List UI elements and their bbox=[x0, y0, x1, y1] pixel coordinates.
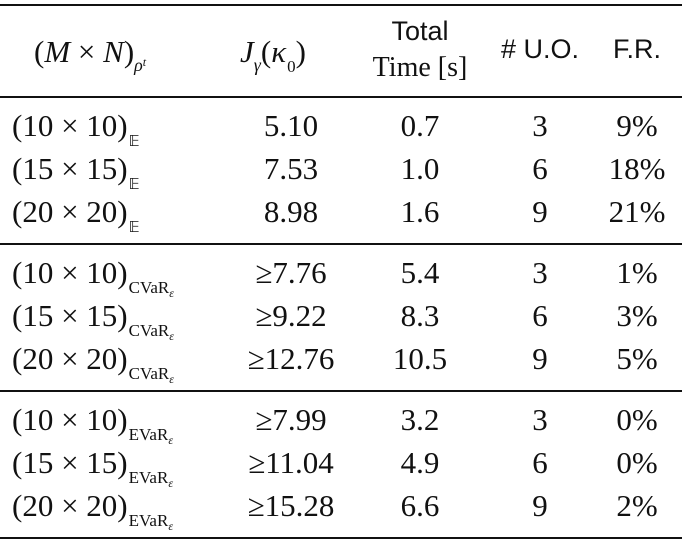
header-total: Total bbox=[391, 16, 449, 46]
header-time: Time [s] bbox=[372, 52, 468, 83]
cell-uo: 3 bbox=[532, 255, 548, 290]
cell-risk-measure: CVaR bbox=[128, 364, 170, 383]
cell-uo: 6 bbox=[532, 445, 548, 480]
bottom-rule bbox=[0, 537, 682, 539]
cell-size: (10 × 10) bbox=[12, 108, 128, 143]
cell-fr: 0% bbox=[616, 445, 658, 480]
cell-objective: 5.10 bbox=[263, 108, 319, 143]
cell-risk-epsilon: ε bbox=[169, 372, 174, 386]
cell-size-risk: (20 × 20)EVaRε bbox=[12, 488, 173, 532]
cell-size-risk: (15 × 15)CVaRε bbox=[12, 298, 174, 342]
top-rule bbox=[0, 4, 682, 6]
cell-size-risk: (10 × 10)EVaRε bbox=[12, 402, 173, 446]
header-objective: Jγ(κ0) bbox=[240, 34, 306, 76]
cell-uo: 6 bbox=[532, 298, 548, 333]
cell-risk-epsilon: ε bbox=[169, 329, 174, 343]
cell-time: 1.0 bbox=[400, 151, 440, 186]
cell-uo: 3 bbox=[532, 108, 548, 143]
header-rule bbox=[0, 96, 682, 98]
cell-size: (20 × 20) bbox=[12, 341, 128, 376]
cell-objective: 8.98 bbox=[263, 194, 319, 229]
cell-fr: 1% bbox=[616, 255, 658, 290]
cell-uo: 9 bbox=[532, 488, 548, 523]
cell-risk-measure: CVaR bbox=[128, 278, 170, 297]
cell-objective: ≥7.99 bbox=[255, 402, 327, 437]
cell-objective: ≥7.76 bbox=[255, 255, 327, 290]
header-size-risk: (M × N)ρt bbox=[34, 34, 147, 75]
header-uo: # U.O. bbox=[500, 34, 580, 64]
cell-uo: 3 bbox=[532, 402, 548, 437]
cell-size: (20 × 20) bbox=[12, 194, 128, 229]
cell-fr: 5% bbox=[616, 341, 658, 376]
cell-time: 5.4 bbox=[400, 255, 440, 290]
cell-size-risk: (15 × 15)EVaRε bbox=[12, 445, 173, 489]
group-rule-2 bbox=[0, 390, 682, 392]
cell-risk-measure: 𝔼 bbox=[128, 132, 140, 150]
cell-uo: 9 bbox=[532, 341, 548, 376]
cell-fr: 18% bbox=[608, 151, 666, 186]
cell-size-risk: (10 × 10)CVaRε bbox=[12, 255, 174, 299]
cell-uo: 9 bbox=[532, 194, 548, 229]
cell-risk-measure: EVaR bbox=[128, 425, 169, 444]
cell-size-risk: (15 × 15)𝔼 bbox=[12, 151, 140, 192]
cell-risk-epsilon: ε bbox=[168, 476, 174, 490]
cell-time: 6.6 bbox=[400, 488, 440, 523]
cell-objective: ≥9.22 bbox=[255, 298, 327, 333]
cell-objective: ≥15.28 bbox=[247, 488, 335, 523]
cell-fr: 3% bbox=[616, 298, 658, 333]
cell-objective: ≥12.76 bbox=[247, 341, 335, 376]
cell-time: 8.3 bbox=[400, 298, 440, 333]
cell-time: 1.6 bbox=[400, 194, 440, 229]
cell-size: (20 × 20) bbox=[12, 488, 128, 523]
cell-fr: 2% bbox=[616, 488, 658, 523]
cell-risk-epsilon: ε bbox=[168, 519, 174, 533]
cell-fr: 9% bbox=[616, 108, 658, 143]
cell-time: 10.5 bbox=[392, 341, 448, 376]
cell-objective: 7.53 bbox=[263, 151, 319, 186]
header-fr: F.R. bbox=[612, 34, 662, 64]
cell-size-risk: (10 × 10)𝔼 bbox=[12, 108, 140, 149]
cell-objective: ≥11.04 bbox=[248, 445, 334, 480]
cell-time: 0.7 bbox=[400, 108, 440, 143]
cell-risk-measure: EVaR bbox=[128, 468, 169, 487]
cell-risk-epsilon: ε bbox=[169, 286, 174, 300]
cell-time: 3.2 bbox=[400, 402, 440, 437]
cell-time: 4.9 bbox=[400, 445, 440, 480]
cell-size: (15 × 15) bbox=[12, 445, 128, 480]
cell-size: (15 × 15) bbox=[12, 151, 128, 186]
cell-size-risk: (20 × 20)CVaRε bbox=[12, 341, 174, 385]
group-rule-1 bbox=[0, 243, 682, 245]
cell-risk-measure: EVaR bbox=[128, 511, 169, 530]
cell-risk-measure: CVaR bbox=[128, 321, 170, 340]
cell-risk-measure: 𝔼 bbox=[128, 175, 140, 193]
cell-uo: 6 bbox=[532, 151, 548, 186]
cell-risk-epsilon: ε bbox=[168, 433, 174, 447]
cell-fr: 21% bbox=[608, 194, 666, 229]
cell-risk-measure: 𝔼 bbox=[128, 218, 140, 236]
cell-size-risk: (20 × 20)𝔼 bbox=[12, 194, 140, 235]
cell-size: (15 × 15) bbox=[12, 298, 128, 333]
cell-size: (10 × 10) bbox=[12, 402, 128, 437]
cell-fr: 0% bbox=[616, 402, 658, 437]
cell-size: (10 × 10) bbox=[12, 255, 128, 290]
